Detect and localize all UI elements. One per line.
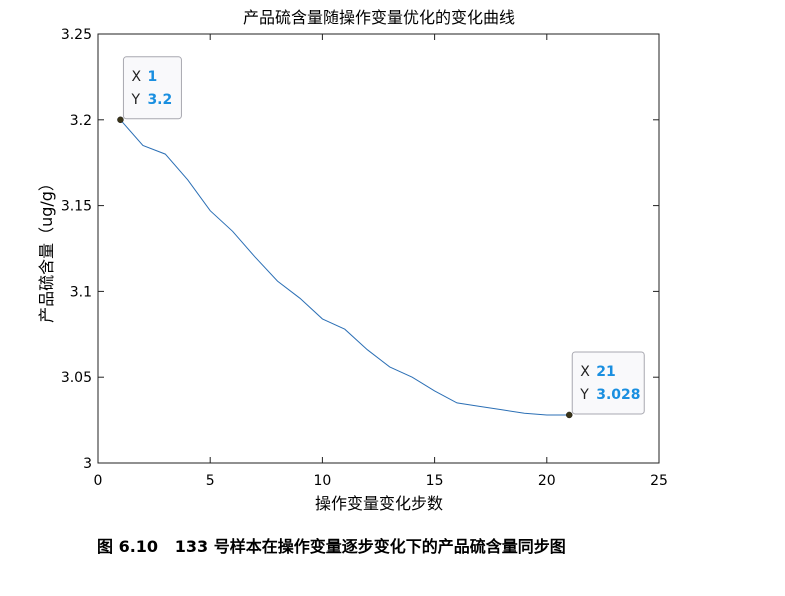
y-tick-label: 3.25 xyxy=(61,27,92,43)
x-tick-label: 10 xyxy=(313,473,331,489)
x-tick-label: 0 xyxy=(94,473,103,489)
data-tip-y-label: Y xyxy=(130,92,140,108)
y-axis: 3 3.05 3.1 3.15 3.2 3.25 xyxy=(61,27,659,472)
data-tip-x-value: 21 xyxy=(596,364,615,380)
data-tip-x-label: X xyxy=(580,364,590,380)
data-tip: X 1Y 3.2 xyxy=(117,56,182,124)
data-tips: X 1Y 3.2X 21Y 3.028 xyxy=(117,56,645,419)
plot-area xyxy=(97,33,660,464)
x-tick-label: 15 xyxy=(426,473,444,489)
data-tip-y-label: Y xyxy=(579,387,589,403)
data-tip: X 21 Y 3.028 xyxy=(565,351,645,419)
data-tip-marker xyxy=(565,411,573,419)
y-tick-label: 3 xyxy=(83,456,92,472)
data-tip-box xyxy=(122,56,182,120)
x-axis: 0 5 10 15 20 25 xyxy=(94,34,668,489)
y-tick-label: 3.15 xyxy=(61,199,92,215)
data-tip-x-value: 1 xyxy=(147,69,157,85)
x-tick-label: 25 xyxy=(650,473,668,489)
x-axis-label: 操作变量变化步数 xyxy=(315,494,443,513)
x-tick-label: 5 xyxy=(206,473,215,489)
data-tip-x-label: X xyxy=(131,69,141,85)
data-tip-y-value: 3.2 xyxy=(147,92,172,108)
y-tick-label: 3.1 xyxy=(70,284,92,300)
series-line xyxy=(120,119,570,416)
x-tick-label: 20 xyxy=(538,473,556,489)
data-tip-marker xyxy=(117,116,124,124)
figure-caption: 图 6.10 133 号样本在操作变量逐步变化下的产品硫含量同步图 xyxy=(97,537,566,556)
y-tick-label: 3.05 xyxy=(61,370,92,386)
y-tick-label: 3.2 xyxy=(70,113,92,129)
data-tip-y-value: 3.028 xyxy=(596,387,640,403)
y-axis-label: 产品硫含量（ug/g） xyxy=(37,175,56,323)
chart-title: 产品硫含量随操作变量优化的变化曲线 xyxy=(243,8,515,27)
data-tip-box xyxy=(571,351,645,415)
